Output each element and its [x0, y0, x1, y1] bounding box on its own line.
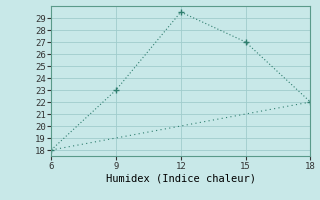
X-axis label: Humidex (Indice chaleur): Humidex (Indice chaleur) — [106, 173, 256, 183]
